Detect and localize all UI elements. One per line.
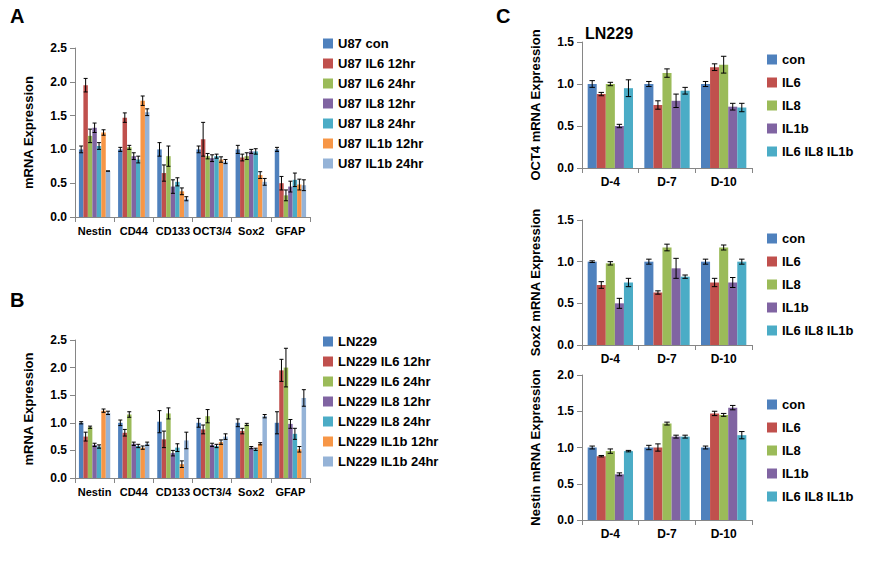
svg-text:D-10: D-10 xyxy=(711,352,737,365)
svg-text:0.5: 0.5 xyxy=(557,477,574,491)
svg-text:Nestin: Nestin xyxy=(78,486,112,498)
svg-text:con: con xyxy=(782,397,805,412)
svg-text:LN229 IL6 12hr: LN229 IL6 12hr xyxy=(338,354,431,369)
svg-text:CD133: CD133 xyxy=(156,225,190,237)
svg-text:U87 IL8 12hr: U87 IL8 12hr xyxy=(338,96,415,111)
svg-text:CD44: CD44 xyxy=(120,486,149,498)
svg-text:mRNA Expression: mRNA Expression xyxy=(21,352,36,465)
svg-text:IL1b: IL1b xyxy=(782,466,809,481)
svg-text:OCT3/4: OCT3/4 xyxy=(193,225,232,237)
svg-text:U87 IL6 12hr: U87 IL6 12hr xyxy=(338,56,415,71)
svg-text:LN229 IL1b 12hr: LN229 IL1b 12hr xyxy=(338,434,438,449)
svg-text:D-7: D-7 xyxy=(657,352,677,365)
svg-text:D-7: D-7 xyxy=(657,175,677,189)
svg-text:D-7: D-7 xyxy=(657,527,677,541)
svg-text:2.0: 2.0 xyxy=(557,368,574,382)
svg-text:2.0: 2.0 xyxy=(50,75,67,89)
svg-text:con: con xyxy=(782,231,805,246)
svg-text:GFAP: GFAP xyxy=(275,486,305,498)
svg-text:0.5: 0.5 xyxy=(557,296,574,310)
svg-text:IL8: IL8 xyxy=(782,443,801,458)
svg-text:con: con xyxy=(782,52,805,67)
svg-text:U87 con: U87 con xyxy=(338,36,389,51)
svg-text:0.0: 0.0 xyxy=(557,513,574,527)
svg-text:U87 IL6 24hr: U87 IL6 24hr xyxy=(338,76,415,91)
svg-text:Sox2: Sox2 xyxy=(238,225,264,237)
svg-text:D-4: D-4 xyxy=(601,527,621,541)
svg-text:OCT3/4: OCT3/4 xyxy=(193,486,232,498)
svg-text:A: A xyxy=(10,5,24,27)
svg-text:LN229 IL1b 24hr: LN229 IL1b 24hr xyxy=(338,454,438,469)
svg-text:IL6 IL8 IL1b: IL6 IL8 IL1b xyxy=(782,144,854,159)
svg-text:1.5: 1.5 xyxy=(557,404,574,418)
svg-text:OCT4 mRNA Expression: OCT4 mRNA Expression xyxy=(528,29,543,180)
svg-text:IL6 IL8 IL1b: IL6 IL8 IL1b xyxy=(782,323,854,338)
svg-text:LN229: LN229 xyxy=(585,25,633,42)
svg-text:GFAP: GFAP xyxy=(275,225,305,237)
svg-text:2.0: 2.0 xyxy=(50,361,67,375)
svg-text:D-4: D-4 xyxy=(601,352,621,365)
svg-text:1.0: 1.0 xyxy=(50,416,67,430)
svg-text:IL1b: IL1b xyxy=(782,300,809,315)
svg-text:0.0: 0.0 xyxy=(557,161,574,175)
svg-text:U87 IL1b 12hr: U87 IL1b 12hr xyxy=(338,136,423,151)
svg-text:0.0: 0.0 xyxy=(50,210,67,224)
svg-text:1.5: 1.5 xyxy=(557,213,574,227)
svg-text:LN229 IL8 12hr: LN229 IL8 12hr xyxy=(338,394,431,409)
svg-text:U87 IL1b 24hr: U87 IL1b 24hr xyxy=(338,156,423,171)
svg-text:Nestin mRNA Expression: Nestin mRNA Expression xyxy=(528,369,543,525)
svg-text:1.0: 1.0 xyxy=(50,142,67,156)
svg-text:IL8: IL8 xyxy=(782,277,801,292)
svg-text:D-10: D-10 xyxy=(711,527,737,541)
svg-text:B: B xyxy=(10,289,24,311)
svg-text:0.5: 0.5 xyxy=(50,443,67,457)
svg-text:D-4: D-4 xyxy=(601,175,621,189)
svg-text:1.0: 1.0 xyxy=(557,255,574,269)
svg-text:CD44: CD44 xyxy=(120,225,149,237)
svg-text:Sox2 mRNA Expression: Sox2 mRNA Expression xyxy=(528,209,543,357)
svg-text:IL6 IL8 IL1b: IL6 IL8 IL1b xyxy=(782,489,854,504)
svg-text:LN229 IL6 24hr: LN229 IL6 24hr xyxy=(338,374,431,389)
svg-text:C: C xyxy=(496,5,510,27)
svg-text:U87 IL8 24hr: U87 IL8 24hr xyxy=(338,116,415,131)
svg-text:0.5: 0.5 xyxy=(50,176,67,190)
svg-text:IL1b: IL1b xyxy=(782,121,809,136)
svg-text:LN229: LN229 xyxy=(338,334,377,349)
svg-text:IL8: IL8 xyxy=(782,98,801,113)
svg-text:1.5: 1.5 xyxy=(50,109,67,123)
svg-text:1.0: 1.0 xyxy=(557,441,574,455)
svg-text:Nestin: Nestin xyxy=(78,225,112,237)
svg-text:IL6: IL6 xyxy=(782,254,801,269)
svg-text:LN229 IL8 24hr: LN229 IL8 24hr xyxy=(338,414,431,429)
svg-text:0.0: 0.0 xyxy=(50,471,67,485)
svg-text:IL6: IL6 xyxy=(782,75,801,90)
svg-text:1.5: 1.5 xyxy=(50,388,67,402)
svg-text:Sox2: Sox2 xyxy=(238,486,264,498)
svg-text:mRNA Expression: mRNA Expression xyxy=(21,76,36,189)
svg-text:1.0: 1.0 xyxy=(557,77,574,91)
svg-text:CD133: CD133 xyxy=(156,486,190,498)
svg-text:0.0: 0.0 xyxy=(557,338,574,352)
svg-text:2.5: 2.5 xyxy=(50,333,67,347)
svg-text:2.5: 2.5 xyxy=(50,41,67,55)
svg-text:IL6: IL6 xyxy=(782,420,801,435)
svg-text:1.5: 1.5 xyxy=(557,35,574,49)
svg-text:D-10: D-10 xyxy=(711,175,737,189)
svg-text:0.5: 0.5 xyxy=(557,119,574,133)
